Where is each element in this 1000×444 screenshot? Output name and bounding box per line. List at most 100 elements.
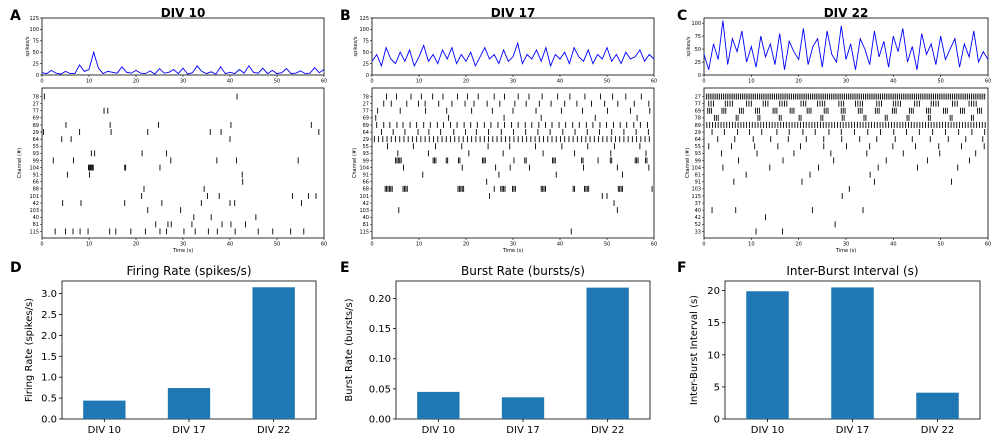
bar-y-tick-label: 3.0 bbox=[41, 289, 57, 300]
channel-label: 93 bbox=[363, 151, 369, 157]
rate-y-tick-label: 0 bbox=[698, 73, 701, 79]
raster-x-label: Time (s) bbox=[502, 248, 523, 254]
rate-x-tick-label: 50 bbox=[604, 79, 610, 85]
raster-x-label: Time (s) bbox=[172, 248, 193, 254]
channel-label: 81 bbox=[363, 222, 369, 228]
rate-x-tick-label: 0 bbox=[702, 79, 705, 85]
panel-c: C DIV 220255075100spikes/s277769788929645… bbox=[677, 6, 991, 254]
channel-label: 77 bbox=[33, 109, 39, 115]
bar-y-tick-label: 0.0 bbox=[41, 415, 57, 426]
raster-x-tick-label: 50 bbox=[937, 242, 943, 248]
bar-y-tick-label: 0.15 bbox=[369, 324, 391, 335]
panel-letter-f: F bbox=[677, 260, 687, 276]
bar-y-tick-label: 15 bbox=[707, 318, 720, 329]
channel-label: 115 bbox=[691, 194, 701, 200]
channel-label: 42 bbox=[33, 201, 39, 207]
channel-label: 89 bbox=[363, 123, 369, 129]
rate-x-tick-label: 20 bbox=[463, 79, 469, 85]
panel-letter-c: C bbox=[677, 8, 687, 24]
rate-x-tick-label: 0 bbox=[370, 79, 373, 85]
bar-x-tick-label: DIV 10 bbox=[88, 425, 121, 436]
channel-label: 29 bbox=[33, 130, 39, 136]
raster-x-tick-label: 40 bbox=[557, 242, 563, 248]
rate-x-tick-label: 10 bbox=[748, 79, 754, 85]
raster-x-tick-label: 30 bbox=[510, 242, 516, 248]
rate-y-tick-label: 50 bbox=[695, 47, 701, 53]
channel-label: 27 bbox=[695, 94, 701, 100]
rate-y-tick-label: 75 bbox=[695, 34, 701, 40]
channel-label: 33 bbox=[695, 229, 701, 235]
channel-label: 104 bbox=[359, 165, 369, 171]
raster-x-tick-label: 10 bbox=[416, 242, 422, 248]
channel-label: 42 bbox=[695, 215, 701, 221]
bar-div-22 bbox=[586, 287, 629, 419]
bar-y-tick-label: 2.5 bbox=[41, 310, 57, 321]
bar-y-tick-label: 0.05 bbox=[369, 384, 391, 395]
bar-y-label: Firing Rate (spikes/s) bbox=[24, 298, 35, 402]
raster-x-tick-label: 10 bbox=[86, 242, 92, 248]
rate-y-tick-label: 100 bbox=[691, 21, 701, 27]
bar-x-tick-label: DIV 22 bbox=[921, 425, 954, 436]
raster-y-label: Channel (#) bbox=[685, 148, 691, 178]
channel-label: 99 bbox=[363, 158, 369, 164]
rate-y-tick-label: 125 bbox=[359, 16, 369, 22]
rate-x-tick-label: 10 bbox=[86, 79, 92, 85]
raster-x-tick-label: 20 bbox=[463, 242, 469, 248]
channel-label: 37 bbox=[695, 201, 701, 207]
channel-label: 103 bbox=[359, 208, 369, 214]
rate-x-tick-label: 40 bbox=[890, 79, 896, 85]
channel-label: 115 bbox=[29, 229, 39, 235]
raster-x-tick-label: 60 bbox=[985, 242, 991, 248]
raster-x-tick-label: 30 bbox=[180, 242, 186, 248]
channel-label: 101 bbox=[29, 194, 39, 200]
channel-label: 68 bbox=[363, 187, 369, 193]
bar-div-17 bbox=[501, 397, 545, 419]
rate-y-tick-label: 75 bbox=[363, 39, 369, 45]
raster-x-tick-label: 20 bbox=[133, 242, 139, 248]
bar-y-tick-label: 0.20 bbox=[369, 294, 391, 305]
bar-y-tick-label: 5 bbox=[714, 382, 720, 393]
channel-label: 78 bbox=[363, 94, 369, 100]
panel-title: DIV 17 bbox=[491, 6, 536, 20]
rate-y-tick-label: 25 bbox=[695, 60, 701, 66]
channel-label: 81 bbox=[33, 222, 39, 228]
bar-y-tick-label: 2.0 bbox=[41, 331, 57, 342]
channel-label: 55 bbox=[33, 144, 39, 150]
bar-x-tick-label: DIV 22 bbox=[257, 425, 290, 436]
rate-x-tick-label: 40 bbox=[557, 79, 563, 85]
rate-y-label: spikes/s bbox=[686, 36, 692, 56]
channel-label: 69 bbox=[695, 109, 701, 115]
rate-y-label: spikes/s bbox=[353, 36, 359, 56]
rate-y-tick-label: 125 bbox=[29, 16, 39, 22]
panel-letter-b: B bbox=[340, 8, 351, 24]
spike-rate-line bbox=[41, 50, 325, 75]
spike-rate-line bbox=[371, 41, 655, 68]
bar-x-tick-label: DIV 22 bbox=[591, 425, 624, 436]
channel-label: 64 bbox=[33, 137, 39, 143]
bar-div-22 bbox=[252, 287, 295, 419]
raster-x-tick-label: 40 bbox=[227, 242, 233, 248]
channel-label: 78 bbox=[33, 94, 39, 100]
panel-d: D Firing Rate (spikes/s) 0.0 0.5 1.0 1.5 2.0 2.… bbox=[10, 260, 317, 436]
channel-label: 55 bbox=[695, 144, 701, 150]
rate-x-tick-label: 30 bbox=[510, 79, 516, 85]
channel-label: 93 bbox=[33, 151, 39, 157]
channel-label: 93 bbox=[695, 151, 701, 157]
rate-x-tick-label: 60 bbox=[985, 79, 991, 85]
bar-x-tick-label: DIV 17 bbox=[836, 425, 869, 436]
bar-x-tick-label: DIV 17 bbox=[172, 425, 205, 436]
channel-label: 99 bbox=[33, 158, 39, 164]
raster-x-tick-label: 30 bbox=[843, 242, 849, 248]
rate-y-tick-label: 50 bbox=[33, 50, 39, 56]
channel-label: 101 bbox=[359, 194, 369, 200]
raster-x-tick-label: 60 bbox=[321, 242, 327, 248]
rate-x-tick-label: 0 bbox=[40, 79, 43, 85]
channel-label: 42 bbox=[363, 201, 369, 207]
rate-y-tick-label: 25 bbox=[33, 61, 39, 67]
rate-y-tick-label: 75 bbox=[33, 39, 39, 45]
raster-y-label: Channel (#) bbox=[352, 148, 358, 178]
bar-x-tick-label: DIV 10 bbox=[422, 425, 455, 436]
raster-x-tick-label: 60 bbox=[651, 242, 657, 248]
channel-label: 103 bbox=[29, 208, 39, 214]
rate-y-tick-label: 0 bbox=[366, 73, 369, 79]
